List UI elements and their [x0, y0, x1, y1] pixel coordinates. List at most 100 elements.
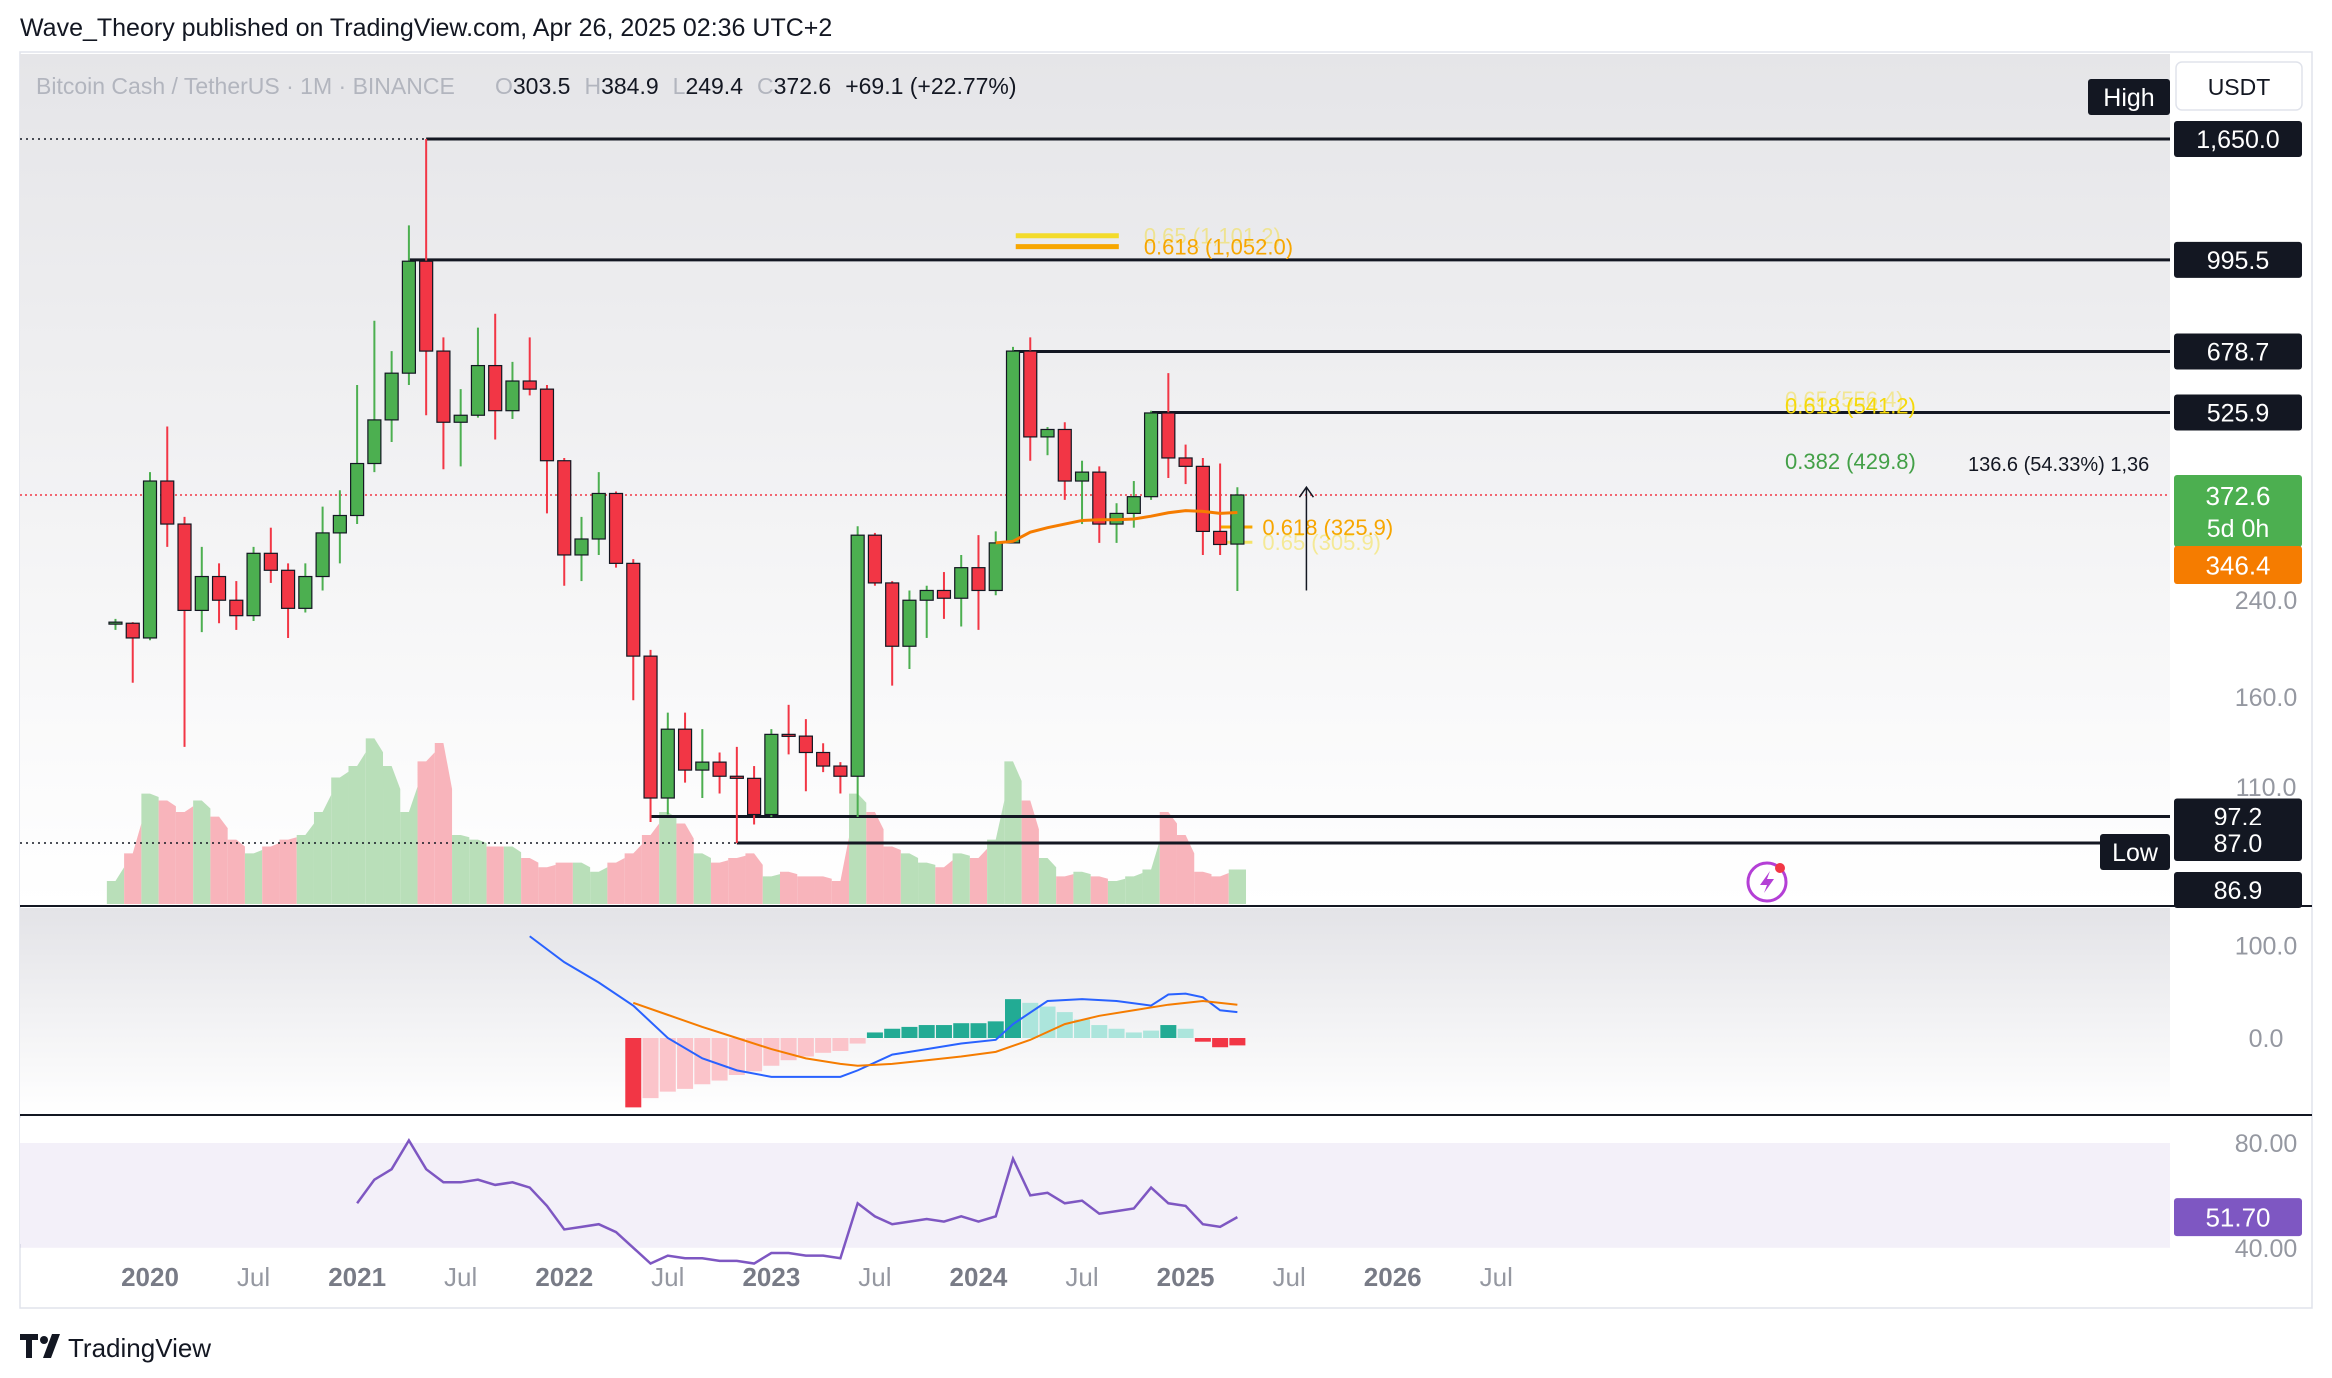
fib-label: 0.65 (556.4) — [1785, 387, 1904, 412]
candle[interactable] — [1005, 346, 1021, 544]
candle[interactable] — [384, 351, 399, 442]
volume-area-segment — [279, 837, 297, 904]
candle[interactable] — [1143, 410, 1159, 500]
candle[interactable] — [746, 766, 762, 825]
candle[interactable] — [643, 649, 658, 822]
candle[interactable] — [557, 457, 572, 586]
candle-body — [1143, 412, 1159, 498]
candle[interactable] — [695, 729, 710, 799]
rsi-line[interactable] — [356, 1137, 1238, 1265]
candle[interactable] — [660, 712, 675, 815]
candle[interactable] — [160, 426, 175, 547]
currency-button-label: USDT — [2208, 74, 2271, 100]
currency-button[interactable]: USDT — [2175, 61, 2303, 111]
candle[interactable] — [1178, 444, 1193, 485]
candle[interactable] — [522, 337, 537, 396]
macd-signal-line[interactable] — [632, 999, 1238, 1067]
candle[interactable] — [280, 563, 296, 638]
candle[interactable] — [919, 585, 934, 638]
candle[interactable] — [850, 526, 865, 817]
candle-body — [125, 622, 140, 639]
candle[interactable] — [781, 704, 796, 755]
time-axis-label: 2024 — [950, 1262, 1008, 1292]
candle[interactable] — [488, 313, 503, 440]
candle[interactable] — [436, 337, 451, 470]
bolt-icon[interactable] — [1746, 861, 1788, 903]
candle[interactable] — [971, 535, 986, 630]
macd-histogram-bar — [659, 1038, 676, 1092]
candle[interactable] — [712, 752, 727, 794]
candle[interactable] — [539, 385, 555, 514]
ema-line[interactable] — [995, 509, 1238, 545]
candle[interactable] — [1074, 460, 1090, 525]
ema-value-badge: 346.4 — [2174, 546, 2302, 584]
candle[interactable] — [263, 527, 278, 583]
candle[interactable] — [902, 590, 917, 670]
candle[interactable] — [470, 327, 486, 418]
candle[interactable] — [729, 746, 744, 843]
candle[interactable] — [505, 361, 520, 419]
candle[interactable] — [315, 506, 330, 591]
candle[interactable] — [574, 516, 589, 582]
candle[interactable] — [211, 563, 227, 624]
candle[interactable] — [608, 491, 624, 568]
svg-text:High: High — [2103, 84, 2154, 112]
volume-area-segment — [210, 816, 228, 904]
candle[interactable] — [885, 581, 900, 686]
candle[interactable] — [332, 490, 347, 564]
candle[interactable] — [453, 389, 468, 467]
candle[interactable] — [867, 532, 883, 586]
candle[interactable] — [1023, 337, 1038, 461]
svg-text:87.0: 87.0 — [2214, 830, 2263, 858]
candle[interactable] — [246, 546, 261, 622]
fib-label: 0.382 (429.8) — [1785, 449, 1916, 474]
candle[interactable] — [367, 320, 382, 473]
candle[interactable] — [419, 139, 434, 416]
candle-body — [539, 388, 555, 462]
candle[interactable] — [798, 719, 813, 792]
candle[interactable] — [591, 472, 606, 555]
macd-line[interactable] — [529, 935, 1238, 1078]
candle[interactable] — [1040, 427, 1055, 456]
volume-area-segment — [486, 846, 504, 904]
candle[interactable] — [194, 546, 209, 633]
candle[interactable] — [1161, 373, 1176, 479]
candle[interactable] — [954, 554, 969, 627]
volume-area-segment — [331, 771, 349, 904]
time-axis-label: 2023 — [742, 1262, 800, 1292]
candle[interactable] — [229, 581, 244, 630]
candle[interactable] — [1230, 487, 1245, 592]
candle[interactable] — [108, 618, 123, 630]
macd-histogram-bar — [797, 1038, 814, 1057]
macd-histogram-bar — [987, 1021, 1004, 1038]
candle[interactable] — [401, 225, 416, 386]
candle[interactable] — [1195, 457, 1210, 555]
volume-area-segment — [952, 853, 970, 904]
legend-high-value: 384.9 — [601, 73, 659, 99]
candle[interactable] — [125, 622, 140, 683]
macd-histogram-bar — [935, 1025, 952, 1038]
candle[interactable] — [1092, 466, 1107, 543]
candle[interactable] — [177, 516, 192, 747]
candle[interactable] — [1213, 463, 1228, 555]
candle-body — [384, 372, 399, 421]
candle[interactable] — [764, 729, 779, 817]
candle[interactable] — [350, 385, 365, 525]
candle[interactable] — [626, 559, 641, 701]
macd-histogram-bar — [1074, 1019, 1091, 1038]
candle[interactable] — [936, 572, 952, 619]
candle[interactable] — [816, 743, 831, 773]
candle-body — [557, 460, 572, 556]
candle-body — [1074, 471, 1090, 482]
candle[interactable] — [298, 563, 313, 613]
svg-text:Low: Low — [2112, 839, 2159, 867]
candle[interactable] — [1057, 422, 1072, 500]
candle-body — [643, 655, 658, 799]
candle[interactable] — [142, 472, 158, 641]
macd-histogram-bar — [1143, 1030, 1160, 1038]
volume-area-segment — [503, 846, 522, 904]
candle[interactable] — [677, 712, 693, 783]
candle[interactable] — [833, 762, 848, 794]
tradingview-logo[interactable] — [20, 1334, 60, 1358]
